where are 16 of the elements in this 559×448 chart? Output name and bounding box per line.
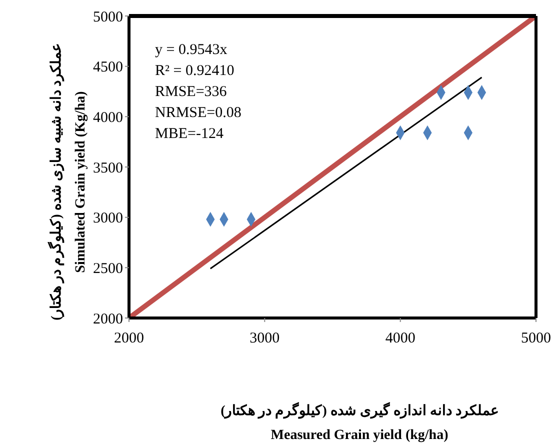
annotation: y = 0.9543x	[155, 41, 228, 60]
x-tick-label: 3000	[250, 330, 280, 347]
y-tick-label: 5000	[93, 9, 123, 26]
annotation: RMSE=336	[155, 83, 228, 102]
annotation: MBE=-124	[155, 125, 224, 144]
x-tick-label: 2000	[114, 330, 144, 347]
y-tick-label: 4000	[93, 110, 123, 126]
y-tick-label: 3500	[93, 160, 123, 176]
x-tick-label: 4000	[385, 330, 416, 347]
y-tick-label: 4500	[93, 60, 123, 76]
y-tick-label: 3000	[93, 210, 123, 227]
annotation: NRMSE=0.08	[155, 104, 242, 123]
y-tick-label: 2000	[93, 311, 123, 328]
x-tick-label: 5000	[521, 330, 551, 347]
y-tick-label: 2500	[93, 260, 123, 277]
annotation: R² = 0.92410	[155, 62, 236, 81]
